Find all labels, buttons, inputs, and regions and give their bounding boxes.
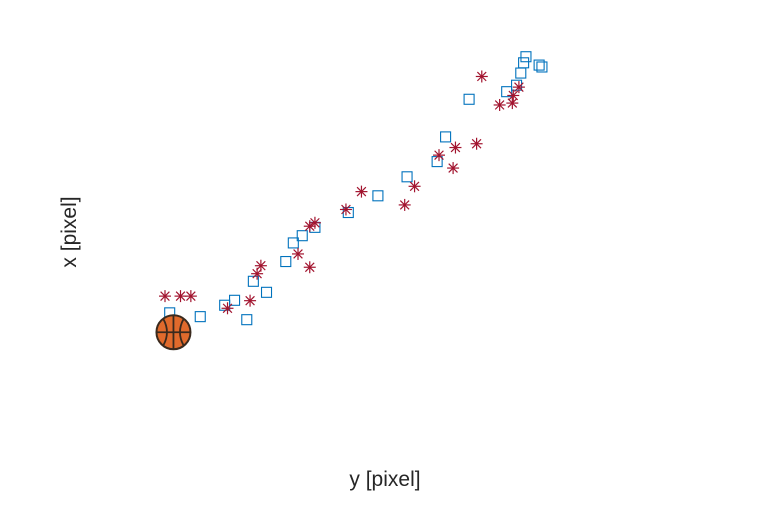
square-point <box>241 314 253 326</box>
square-point <box>536 61 548 73</box>
asterisk-point <box>244 294 257 307</box>
asterisk-point <box>449 141 462 154</box>
square-point <box>287 237 299 249</box>
square-point <box>515 67 527 79</box>
square-point <box>501 86 513 98</box>
square-point <box>260 286 273 298</box>
square-point <box>520 51 532 63</box>
asterisk-point <box>447 162 460 175</box>
square-point <box>463 93 475 105</box>
square-point <box>533 59 545 71</box>
asterisk-point <box>355 185 368 198</box>
series-layer <box>159 51 548 326</box>
asterisk-point <box>512 81 525 94</box>
asterisk-point <box>292 247 305 260</box>
square-point <box>518 57 530 69</box>
asterisk-point <box>493 98 506 111</box>
asterisk-point <box>221 302 234 315</box>
square-point <box>401 171 413 183</box>
square-point <box>440 131 452 143</box>
basketball-icon <box>155 314 192 351</box>
asterisk-point <box>308 216 321 229</box>
series-1 <box>159 70 525 315</box>
asterisk-point <box>507 89 520 102</box>
square-point <box>431 156 443 168</box>
asterisk-point <box>398 198 411 211</box>
asterisk-point <box>339 203 352 216</box>
asterisk-point <box>254 259 267 272</box>
asterisk-point <box>408 180 421 193</box>
asterisk-point <box>475 70 488 83</box>
asterisk-point <box>433 149 446 162</box>
series-0 <box>164 51 548 326</box>
square-point <box>247 275 259 287</box>
asterisk-point <box>174 290 187 303</box>
square-point <box>229 294 241 306</box>
square-point <box>194 311 206 323</box>
asterisk-point <box>184 290 197 303</box>
x-axis-label: y [pixel] <box>349 468 420 491</box>
asterisk-point <box>470 137 483 150</box>
square-point <box>280 255 292 268</box>
square-point <box>296 230 308 242</box>
asterisk-point <box>303 261 316 274</box>
square-point <box>372 190 384 202</box>
y-axis-label: x [pixel] <box>58 196 81 267</box>
asterisk-point <box>159 290 171 303</box>
